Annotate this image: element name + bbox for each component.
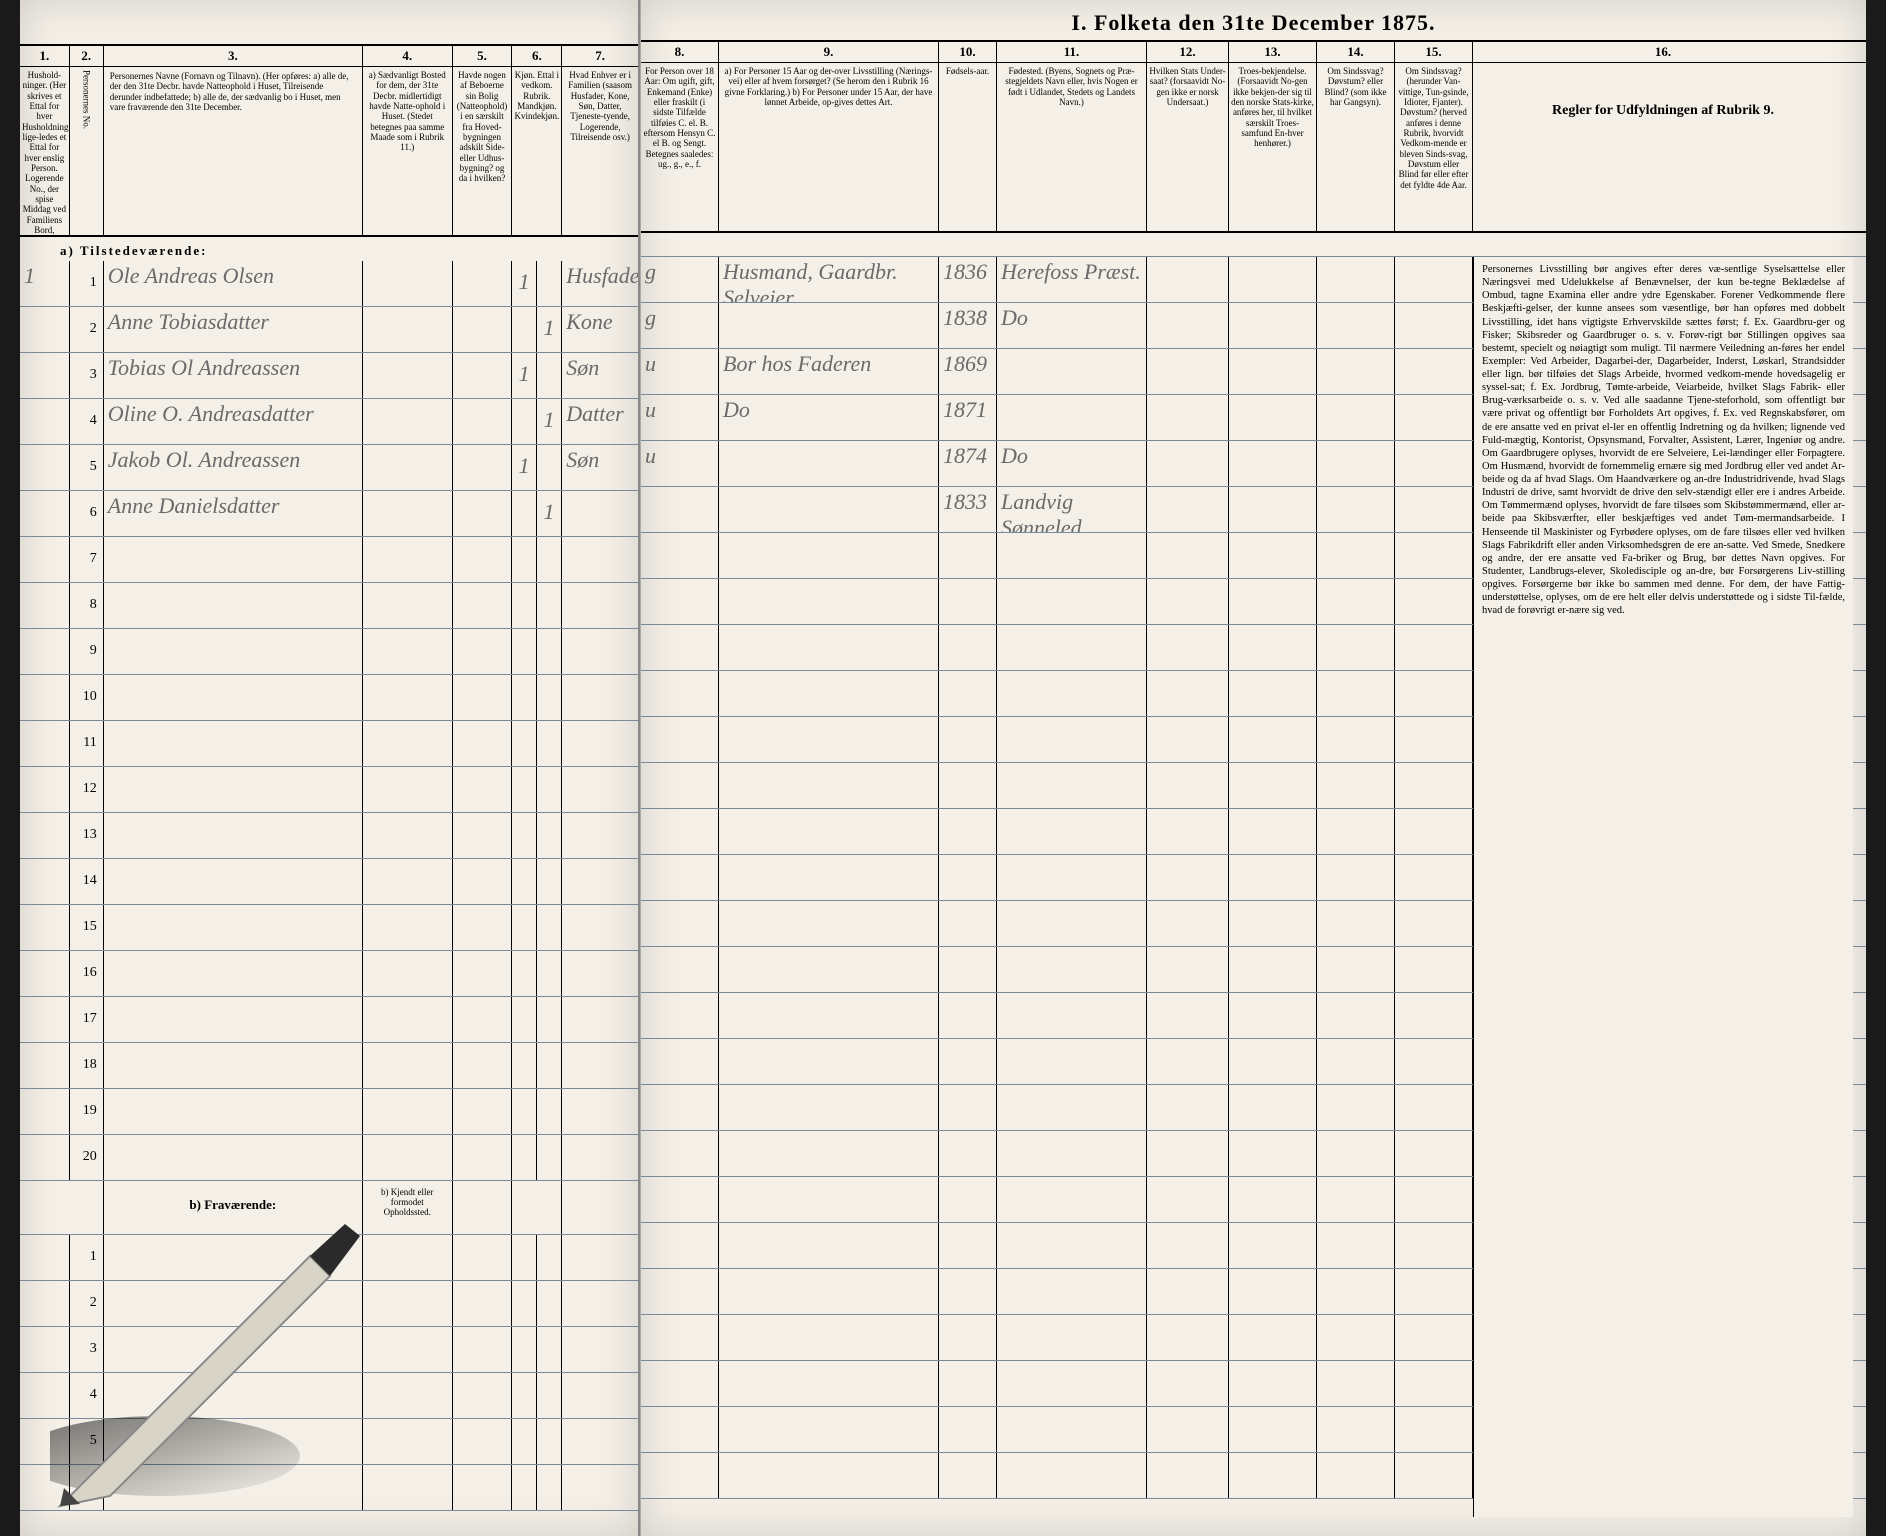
table-row: 16 <box>20 951 638 997</box>
header-sindssvag: Om Sindssvag? Døvstum? eller Blind? (som… <box>1317 63 1395 231</box>
colnum: 1. <box>20 46 70 66</box>
colnum: 7. <box>562 46 638 66</box>
header-familien: Hvad Enhver er i Familien (saasom Husfad… <box>562 67 638 235</box>
row-number: 3 <box>70 1327 104 1372</box>
table-row: 6 <box>20 1465 638 1511</box>
row-number: 13 <box>70 813 104 858</box>
header-livsstilling: a) For Personer 15 Aar og der-over Livss… <box>719 63 939 231</box>
left-headers: Hushold- ninger. (Her skrives et Ettal f… <box>20 67 638 237</box>
table-row: 1 <box>20 1235 638 1281</box>
table-row: 3Tobias Ol Andreassen1Søn <box>20 353 638 399</box>
row-number: 3 <box>70 353 104 398</box>
row-number: 11 <box>70 721 104 766</box>
left-data-rows: 11Ole Andreas Olsen1Husfader2Anne Tobias… <box>20 261 638 1511</box>
section-b-label: b) Fraværende: <box>104 1181 363 1234</box>
colnum: 10. <box>939 42 997 62</box>
right-column-numbers: 8. 9. 10. 11. 12. 13. 14. 15. 16. <box>641 40 1866 63</box>
row-number: 5 <box>70 445 104 490</box>
page-title: I. Folketa den 31te December 1875. <box>641 0 1866 40</box>
right-page: I. Folketa den 31te December 1875. 8. 9.… <box>640 0 1866 1536</box>
row-number: 15 <box>70 905 104 950</box>
header-navne: Personernes Navne (Fornavn og Tilnavn). … <box>104 67 363 235</box>
row-number: 10 <box>70 675 104 720</box>
table-row: 8 <box>20 583 638 629</box>
table-row: 4Oline O. Andreasdatter1Datter <box>20 399 638 445</box>
colnum: 6. <box>512 46 562 66</box>
header-fodselsaar: Fødsels-aar. <box>939 63 997 231</box>
table-row: 9 <box>20 629 638 675</box>
header-undersaat: Hvilken Stats Under-saat? (forsaavidt No… <box>1147 63 1229 231</box>
rubric9-instructions: Personernes Livsstilling bør angives eft… <box>1473 257 1853 1517</box>
row-number: 4 <box>70 399 104 444</box>
right-headers: For Person over 18 Aar: Om ugift, gift, … <box>641 63 1866 233</box>
row-number: 1 <box>70 1235 104 1280</box>
colnum: 8. <box>641 42 719 62</box>
table-row: 4 <box>20 1373 638 1419</box>
row-number: 20 <box>70 1135 104 1180</box>
row-number: 6 <box>70 1465 104 1510</box>
header-bolig: Havde nogen af Beboerne sin Bolig (Natte… <box>453 67 513 235</box>
table-row: 2Anne Tobiasdatter1Kone <box>20 307 638 353</box>
table-row: 7 <box>20 537 638 583</box>
table-row: 15 <box>20 905 638 951</box>
row-number: 19 <box>70 1089 104 1134</box>
table-row: 5 <box>20 1419 638 1465</box>
table-row: 3 <box>20 1327 638 1373</box>
table-row: 10 <box>20 675 638 721</box>
row-number: 8 <box>70 583 104 628</box>
header-troesbekjendelse: Troes-bekjendelse. (Forsaavidt No-gen ik… <box>1229 63 1317 231</box>
table-row: 14 <box>20 859 638 905</box>
row-number: 12 <box>70 767 104 812</box>
census-book-spread: 1. 2. 3. 4. 5. 6. 7. Hushold- ninger. (H… <box>0 0 1886 1536</box>
table-row: 6Anne Danielsdatter1 <box>20 491 638 537</box>
row-number: 18 <box>70 1043 104 1088</box>
row-number: 1 <box>70 261 104 306</box>
row-number: 2 <box>70 1281 104 1326</box>
header-regler: Regler for Udfyldningen af Rubrik 9. <box>1473 63 1853 231</box>
colnum: 12. <box>1147 42 1229 62</box>
colnum: 15. <box>1395 42 1473 62</box>
table-row: 5Jakob Ol. Andreassen1Søn <box>20 445 638 491</box>
row-number: 17 <box>70 997 104 1042</box>
row-number: 6 <box>70 491 104 536</box>
right-data-rows: gHusmand, Gaardbr. Selveier1836Herefoss … <box>641 257 1866 1499</box>
table-row: 17 <box>20 997 638 1043</box>
header-kjon: Kjøn. Ettal i vedkom. Rubrik. Mandkjøn. … <box>512 67 562 235</box>
colnum: 4. <box>363 46 453 66</box>
header-bosted: a) Sædvanligt Bosted for dem, der 31te D… <box>363 67 453 235</box>
header-fodested: Fødested. (Byens, Sognets og Præ-stegjel… <box>997 63 1147 231</box>
header-aegtestand: For Person over 18 Aar: Om ugift, gift, … <box>641 63 719 231</box>
section-b-divider: b) Fraværende:b) Kjendt eller formodet O… <box>20 1181 638 1235</box>
row-number: 4 <box>70 1373 104 1418</box>
left-page: 1. 2. 3. 4. 5. 6. 7. Hushold- ninger. (H… <box>20 0 640 1536</box>
table-row: 20 <box>20 1135 638 1181</box>
table-row: 13 <box>20 813 638 859</box>
section-a-label: a) Tilstedeværende: <box>20 237 638 261</box>
table-row: 12 <box>20 767 638 813</box>
section-b-col4: b) Kjendt eller formodet Opholdssted. <box>363 1181 453 1234</box>
colnum: 11. <box>997 42 1147 62</box>
header-husholdninger: Hushold- ninger. (Her skrives et Ettal f… <box>20 67 70 235</box>
colnum: 2. <box>70 46 104 66</box>
colnum: 9. <box>719 42 939 62</box>
row-number: 16 <box>70 951 104 996</box>
header-sindssvag2: Om Sindssvag? (herunder Van-vittige, Tun… <box>1395 63 1473 231</box>
colnum: 16. <box>1473 42 1853 62</box>
header-person-no: Personernes No. <box>70 67 104 235</box>
row-number: 2 <box>70 307 104 352</box>
table-row: 2 <box>20 1281 638 1327</box>
table-row: 19 <box>20 1089 638 1135</box>
table-row: 18 <box>20 1043 638 1089</box>
left-column-numbers: 1. 2. 3. 4. 5. 6. 7. <box>20 44 638 67</box>
row-number: 7 <box>70 537 104 582</box>
colnum: 5. <box>453 46 513 66</box>
table-row: 11 <box>20 721 638 767</box>
row-number: 5 <box>70 1419 104 1464</box>
colnum: 14. <box>1317 42 1395 62</box>
colnum: 3. <box>104 46 363 66</box>
row-number: 9 <box>70 629 104 674</box>
table-row: 11Ole Andreas Olsen1Husfader <box>20 261 638 307</box>
row-number: 14 <box>70 859 104 904</box>
colnum: 13. <box>1229 42 1317 62</box>
